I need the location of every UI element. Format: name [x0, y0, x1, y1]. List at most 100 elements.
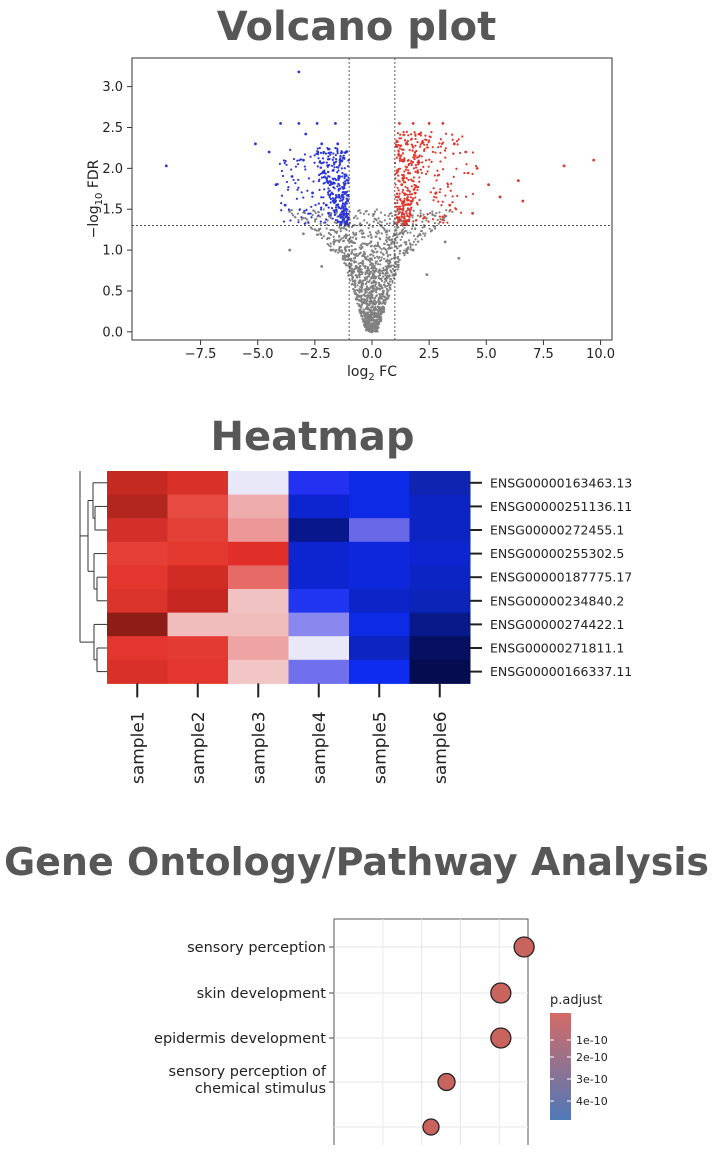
ns-dot	[370, 311, 373, 314]
ns-dot	[368, 291, 371, 294]
up-dot	[410, 185, 413, 188]
up-dot	[446, 221, 449, 224]
ns-dot	[384, 248, 388, 251]
point-up	[395, 215, 399, 219]
up-dot	[438, 142, 441, 145]
point-down	[322, 171, 326, 174]
ns-dot	[409, 248, 413, 251]
down-dot	[343, 220, 346, 223]
ns-dot	[378, 274, 382, 277]
down-dot	[320, 196, 323, 199]
up-dot	[434, 151, 437, 154]
ns-dot	[377, 322, 380, 325]
down-dot	[316, 147, 319, 150]
down-dot	[333, 177, 336, 180]
ns-dot	[382, 311, 385, 314]
ns-dot	[359, 211, 362, 214]
ns-dot	[376, 255, 379, 258]
up-dot	[399, 137, 403, 140]
ns-dot	[437, 222, 440, 225]
down-dot	[329, 153, 332, 156]
heatmap-cell	[409, 518, 471, 543]
down-dot	[283, 161, 286, 165]
ns-dot	[364, 257, 367, 260]
up-dot	[403, 192, 407, 195]
down-dot	[335, 208, 338, 211]
ns-dot	[403, 226, 406, 229]
point-up	[464, 150, 468, 154]
point-down	[297, 70, 301, 74]
down-dot	[333, 187, 336, 190]
up-dot	[410, 133, 413, 136]
ns-dot	[377, 244, 380, 248]
up-dot	[395, 223, 398, 226]
up-dot	[408, 193, 412, 196]
up-dot	[396, 201, 399, 205]
up-dot	[409, 196, 413, 199]
heatmap-cell	[349, 636, 410, 661]
ns-dot	[367, 311, 370, 314]
down-dot	[321, 157, 325, 160]
ns-dot	[354, 255, 357, 258]
down-dot	[330, 151, 333, 154]
ns-dot	[365, 221, 369, 224]
ns-dot	[377, 311, 380, 314]
down-dot	[338, 213, 342, 216]
x-tick-label: −2.5	[299, 347, 331, 362]
ns-dot	[388, 236, 391, 239]
down-dot	[281, 174, 285, 178]
heatmap-plot: ENSG00000163463.13 ENSG00000251136.11 ENSG…	[79, 471, 632, 784]
ns-dot	[396, 268, 399, 271]
ns-dot	[377, 270, 380, 274]
down-dot	[344, 212, 347, 216]
ns-dot	[360, 298, 363, 301]
down-dot	[339, 155, 342, 158]
ns-dot	[391, 274, 394, 277]
up-dot	[398, 159, 401, 163]
down-dot	[320, 176, 324, 179]
point-down	[343, 183, 346, 187]
up-dot	[449, 208, 452, 212]
down-dot	[343, 156, 346, 160]
down-dot	[292, 157, 296, 161]
up-dot	[423, 148, 426, 151]
up-dot	[426, 213, 429, 216]
down-dot	[316, 153, 320, 156]
ns-dot	[372, 271, 375, 275]
ns-dot	[372, 315, 376, 318]
ns-dot	[418, 232, 421, 235]
down-dot	[340, 167, 343, 170]
ns-dot	[391, 279, 394, 283]
row-label: ENSG00000251136.11	[490, 499, 632, 514]
ns-dot	[400, 222, 403, 226]
ns-dot	[399, 238, 402, 241]
heatmap-cell	[107, 471, 168, 496]
point-ns	[386, 265, 390, 268]
up-dot	[452, 152, 455, 155]
ns-dot	[379, 311, 382, 315]
point-up	[407, 207, 410, 211]
ns-dot	[351, 272, 354, 275]
up-dot	[439, 151, 442, 154]
ns-dot	[357, 289, 360, 292]
ns-dot	[354, 214, 357, 218]
ns-dot	[375, 208, 378, 211]
up-dot	[421, 161, 424, 164]
up-dot	[394, 143, 398, 146]
ns-dot	[364, 298, 367, 302]
ns-dot	[374, 326, 377, 329]
heatmap-cell	[228, 565, 289, 590]
ns-dot	[354, 297, 357, 300]
down-dot	[317, 214, 320, 217]
down-dot	[345, 210, 348, 213]
point-down	[302, 158, 305, 162]
ns-dot	[375, 231, 378, 234]
up-dot	[396, 140, 399, 143]
ns-dot	[358, 274, 361, 277]
up-dot	[467, 171, 470, 175]
ns-dot	[403, 253, 406, 257]
up-dot	[411, 149, 414, 152]
up-dot	[405, 212, 408, 215]
ns-dot	[420, 238, 423, 241]
up-dot	[410, 202, 413, 205]
